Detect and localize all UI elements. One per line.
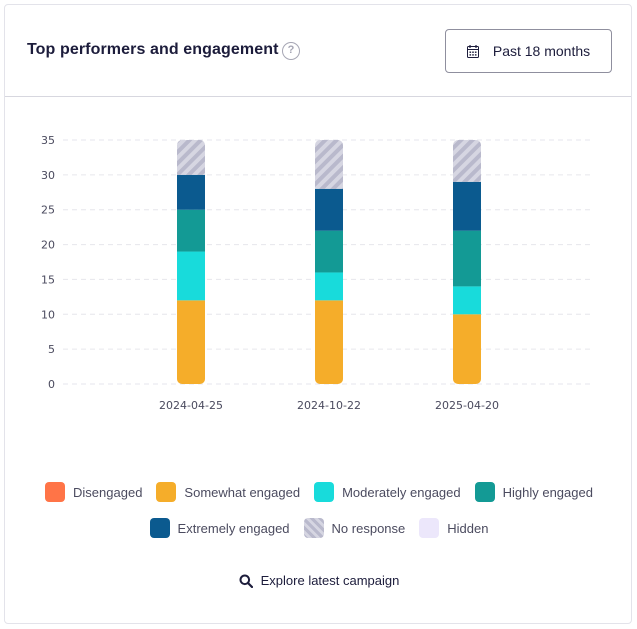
bar-segment-no-response[interactable] — [177, 140, 205, 175]
y-tick-label: 30 — [41, 169, 55, 182]
legend-swatch — [149, 518, 170, 538]
legend-swatch — [419, 518, 440, 538]
bar-segment-extremely-engaged[interactable] — [315, 188, 343, 231]
explore-campaign-link[interactable]: Explore latest campaign — [5, 573, 633, 588]
legend-item[interactable]: Hidden — [419, 517, 488, 539]
date-range-label: Past 18 months — [492, 43, 591, 59]
legend-label: Somewhat engaged — [184, 484, 301, 500]
calendar-icon — [466, 44, 479, 58]
y-tick-label: 15 — [41, 273, 55, 286]
legend-item[interactable]: No response — [303, 517, 406, 539]
bar-segment-moderately-engaged[interactable] — [315, 272, 343, 301]
legend-swatch — [314, 482, 335, 502]
bar-segment-somewhat-engaged[interactable] — [177, 300, 205, 384]
chart-legend: Disengaged Somewhat engaged Moderately eng… — [5, 481, 633, 539]
bar-segment-no-response[interactable] — [453, 140, 481, 182]
search-icon — [239, 574, 253, 588]
explore-campaign-label: Explore latest campaign — [260, 573, 400, 588]
legend-label: Extremely engaged — [177, 520, 290, 536]
legend-item[interactable]: Highly engaged — [474, 481, 593, 503]
legend-swatch — [303, 518, 324, 538]
bar-segment-extremely-engaged[interactable] — [453, 181, 481, 231]
legend-label: Moderately engaged — [342, 484, 461, 500]
bar-stack — [177, 140, 205, 384]
legend-swatch — [474, 482, 495, 502]
legend-label: Hidden — [447, 520, 489, 536]
bar-segment-no-response[interactable] — [315, 140, 343, 189]
bar-segment-highly-engaged[interactable] — [315, 230, 343, 273]
bar-segment-highly-engaged[interactable] — [177, 209, 205, 252]
y-tick-label: 0 — [48, 378, 55, 391]
y-tick-label: 25 — [41, 204, 55, 217]
bar-segment-somewhat-engaged[interactable] — [315, 300, 343, 384]
y-tick-label: 35 — [41, 134, 55, 147]
card-header: Top performers and engagement ? Past 18 … — [5, 5, 631, 97]
x-tick-label: 2024-04-25 — [159, 399, 223, 412]
y-tick-label: 10 — [41, 308, 55, 321]
legend-item[interactable]: Somewhat engaged — [156, 481, 300, 503]
bar-stack — [453, 140, 481, 384]
bar-segment-extremely-engaged[interactable] — [177, 174, 205, 210]
legend-label: Disengaged — [73, 484, 143, 500]
y-tick-label: 20 — [41, 239, 55, 252]
legend-swatch — [45, 482, 66, 502]
bar-segment-somewhat-engaged[interactable] — [453, 314, 481, 384]
bar-stack — [315, 140, 343, 384]
engagement-card: Top performers and engagement ? Past 18 … — [4, 4, 632, 624]
bar-segment-highly-engaged[interactable] — [453, 230, 481, 287]
x-tick-label: 2025-04-20 — [435, 399, 499, 412]
legend-item[interactable]: Extremely engaged — [149, 517, 290, 539]
legend-swatch — [156, 482, 177, 502]
question-circle-icon[interactable]: ? — [282, 42, 300, 60]
stacked-bar-chart: 0 5 10 15 20 25 30 35 2024-04-25 2024-10-22 2025-0… — [41, 134, 591, 412]
card-title: Top performers and engagement — [27, 41, 279, 58]
legend-item[interactable]: Moderately engaged — [314, 481, 461, 503]
y-tick-label: 5 — [48, 343, 55, 356]
legend-item[interactable]: Disengaged — [45, 481, 142, 503]
x-tick-label: 2024-10-22 — [297, 399, 361, 412]
bar-segment-moderately-engaged[interactable] — [177, 251, 205, 301]
date-range-button[interactable]: Past 18 months — [445, 29, 612, 73]
bar-segment-moderately-engaged[interactable] — [453, 286, 481, 315]
legend-label: No response — [331, 520, 406, 536]
legend-label: Highly engaged — [502, 484, 593, 500]
